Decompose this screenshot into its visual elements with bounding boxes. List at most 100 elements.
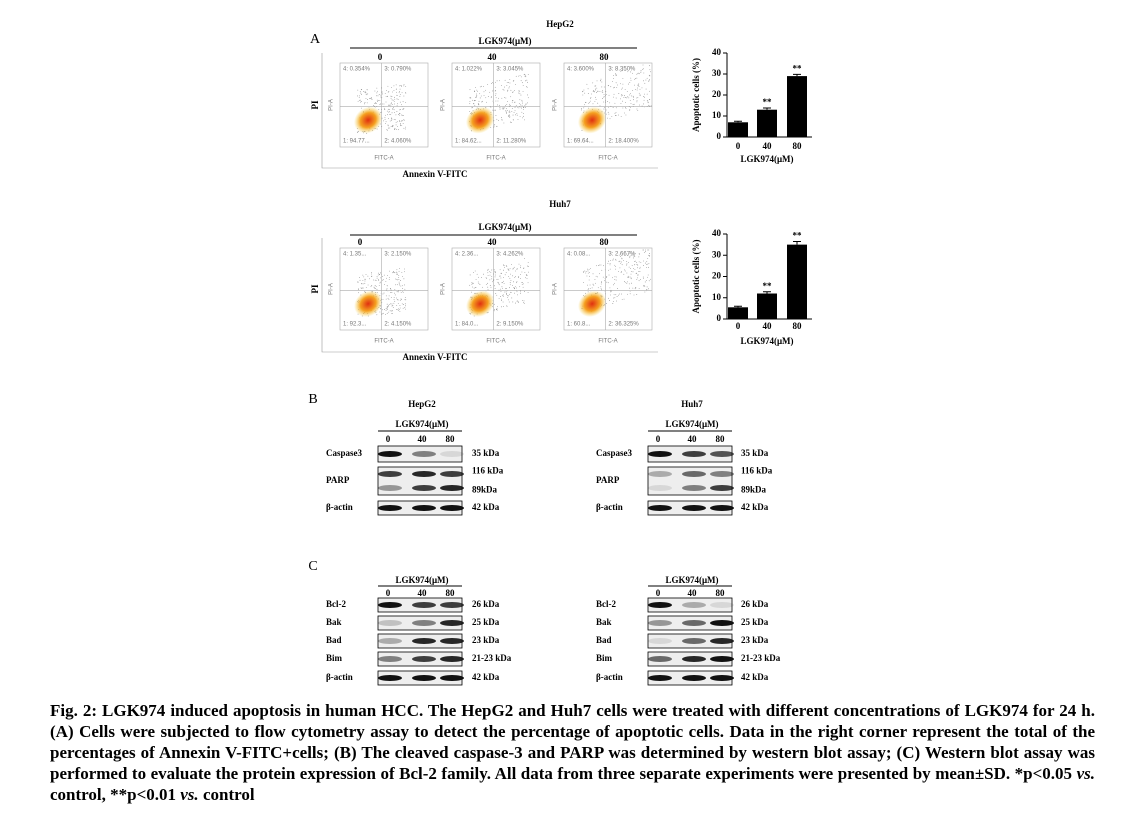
event-dot bbox=[391, 102, 392, 104]
event-dot bbox=[512, 268, 514, 270]
event-dot bbox=[639, 279, 641, 280]
event-dot bbox=[521, 282, 523, 284]
event-dot bbox=[504, 97, 505, 99]
event-dot bbox=[396, 121, 398, 123]
event-dot bbox=[494, 276, 496, 278]
quadrant-label: 1: 60.8... bbox=[567, 322, 591, 328]
event-dot bbox=[505, 108, 507, 110]
event-dot bbox=[637, 110, 639, 111]
event-dot bbox=[360, 101, 362, 102]
event-dot bbox=[649, 79, 650, 81]
event-dot bbox=[649, 255, 650, 257]
event-dot bbox=[630, 277, 632, 279]
event-dot bbox=[390, 288, 391, 289]
event-dot bbox=[527, 97, 529, 99]
event-dot bbox=[592, 82, 594, 84]
quadrant-label: 3: 8.350% bbox=[608, 67, 636, 73]
event-dot bbox=[629, 107, 631, 109]
event-dot bbox=[371, 97, 372, 99]
cell-line: HepG2 bbox=[408, 399, 436, 409]
band bbox=[648, 656, 672, 662]
size-label: 23 kDa bbox=[472, 635, 500, 645]
event-dot bbox=[633, 268, 635, 269]
event-dot bbox=[491, 278, 493, 280]
event-dot bbox=[629, 110, 631, 112]
event-dot bbox=[612, 107, 614, 108]
plot-x-label: FITC-A bbox=[598, 339, 617, 345]
event-dot bbox=[500, 306, 502, 308]
event-dot bbox=[392, 103, 394, 105]
event-dot bbox=[495, 100, 497, 102]
event-dot bbox=[583, 104, 585, 106]
y-tick-label: 20 bbox=[712, 271, 722, 281]
event-dot bbox=[479, 93, 481, 95]
significance: ** bbox=[793, 231, 803, 241]
event-dot bbox=[360, 107, 362, 109]
event-dot bbox=[603, 86, 605, 88]
event-dot bbox=[367, 275, 369, 277]
event-dot bbox=[477, 103, 479, 105]
size-label: 23 kDa bbox=[741, 635, 769, 645]
event-dot bbox=[639, 88, 641, 90]
event-dot bbox=[394, 111, 395, 113]
event-dot bbox=[400, 125, 401, 127]
event-dot bbox=[603, 94, 605, 95]
event-dot bbox=[503, 283, 505, 284]
band bbox=[682, 620, 706, 626]
event-dot bbox=[485, 277, 487, 279]
event-dot bbox=[628, 252, 630, 254]
event-dot bbox=[632, 287, 634, 289]
event-dot bbox=[605, 113, 607, 115]
event-dot bbox=[503, 89, 505, 91]
x-tick-label: 80 bbox=[793, 141, 803, 151]
band bbox=[682, 602, 706, 608]
band bbox=[378, 675, 402, 681]
event-dot bbox=[615, 107, 617, 109]
event-dot bbox=[594, 101, 596, 103]
event-dot bbox=[391, 96, 393, 97]
event-dot bbox=[379, 274, 381, 276]
band bbox=[378, 485, 402, 491]
band bbox=[412, 638, 436, 644]
event-dot bbox=[631, 66, 633, 68]
event-dot bbox=[396, 111, 398, 112]
event-dot bbox=[503, 265, 505, 267]
event-dot bbox=[615, 112, 617, 114]
bar bbox=[757, 293, 777, 319]
significance: ** bbox=[763, 281, 773, 291]
event-dot bbox=[366, 94, 368, 96]
event-dot bbox=[508, 111, 510, 113]
event-dot bbox=[403, 115, 404, 117]
event-dot bbox=[516, 287, 517, 289]
event-dot bbox=[376, 92, 378, 94]
band bbox=[682, 638, 706, 644]
event-dot bbox=[504, 267, 506, 269]
event-dot bbox=[364, 280, 366, 282]
y-tick-label: 40 bbox=[712, 228, 722, 238]
event-dot bbox=[472, 99, 474, 101]
event-dot bbox=[509, 277, 511, 279]
event-dot bbox=[636, 262, 638, 263]
event-dot bbox=[645, 249, 646, 251]
event-dot bbox=[494, 109, 496, 111]
event-dot bbox=[386, 306, 388, 307]
event-dot bbox=[377, 272, 379, 274]
event-dot bbox=[637, 97, 639, 98]
event-dot bbox=[401, 114, 403, 116]
event-dot bbox=[518, 75, 520, 77]
event-dot bbox=[386, 128, 388, 130]
event-dot bbox=[510, 280, 512, 281]
band bbox=[378, 451, 402, 457]
event-dot bbox=[357, 282, 359, 283]
event-dot bbox=[365, 91, 367, 93]
event-dot bbox=[519, 291, 521, 293]
protein-label: Bak bbox=[596, 617, 612, 627]
event-dot bbox=[606, 281, 608, 283]
event-dot bbox=[645, 251, 646, 253]
event-dot bbox=[607, 111, 609, 113]
event-dot bbox=[646, 93, 648, 95]
event-dot bbox=[648, 105, 650, 107]
event-dot bbox=[404, 268, 405, 270]
event-dot bbox=[403, 304, 404, 305]
cell-line: Huh7 bbox=[681, 399, 703, 409]
